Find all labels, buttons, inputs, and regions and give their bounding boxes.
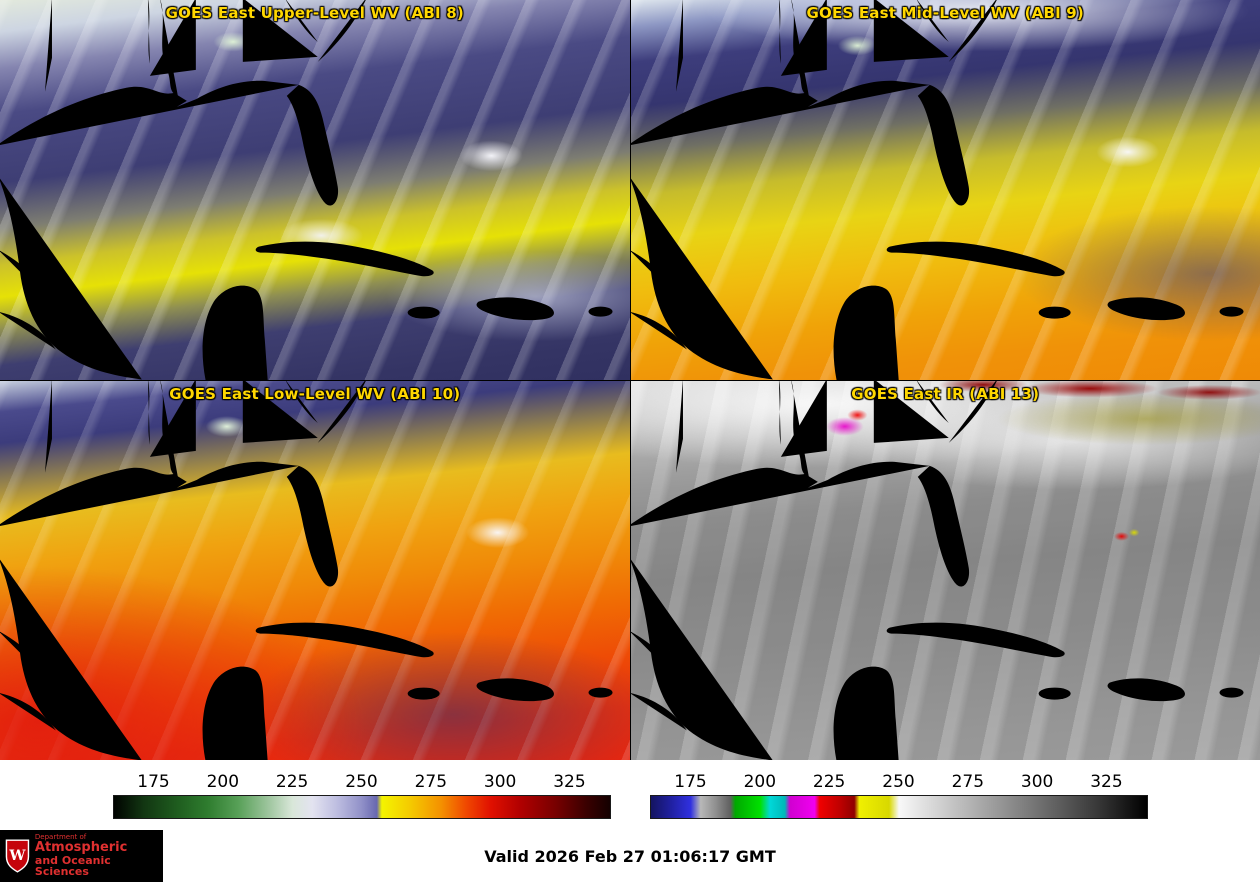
- wv-colorbar-ticks: 175 200 225 250 275 300 325: [113, 768, 611, 792]
- ir-colorbar-ticks: 175 200 225 250 275 300 325: [650, 768, 1148, 792]
- tick-label: 325: [1090, 772, 1123, 792]
- panel-title-abi13: GOES East IR (ABI 13): [851, 384, 1040, 403]
- wv-colorbar-group: 175 200 225 250 275 300 325: [112, 768, 611, 830]
- tick-label: 225: [812, 772, 846, 792]
- panel-title-abi8: GOES East Upper-Level WV (ABI 8): [165, 4, 464, 22]
- logo-line-dept: Department of: [34, 832, 87, 841]
- satellite-quad-view: GOES East Upper-Level WV (ABI 8) GOES Ea…: [0, 0, 1260, 760]
- tick-label: 175: [137, 772, 170, 792]
- tick-label: 200: [206, 772, 240, 792]
- tick-label: 250: [345, 772, 378, 792]
- ir-colorbar: [649, 795, 1148, 819]
- tick-label: 175: [674, 772, 707, 792]
- colorbar-row: 175 200 225 250 275 300 325 175 200 225 250 275 300…: [0, 760, 1260, 830]
- panel-upper-level-wv: GOES East Upper-Level WV (ABI 8): [0, 0, 630, 380]
- aos-logo-text: Department of Atmospheric and Oceanic Sc…: [34, 832, 163, 879]
- tick-label: 300: [1020, 772, 1054, 792]
- map-overlay: [630, 0, 1259, 380]
- panel-title-abi10: GOES East Low-Level WV (ABI 10): [169, 384, 461, 403]
- footer: W Department of Atmospheric and Oceanic …: [0, 830, 1260, 882]
- tick-label: 275: [951, 772, 985, 792]
- tick-label: 325: [553, 772, 586, 792]
- uw-crest-icon: W: [5, 839, 30, 873]
- svg-text:W: W: [8, 848, 26, 864]
- tick-label: 250: [882, 772, 915, 792]
- ir-colorbar-group: 175 200 225 250 275 300 325: [649, 768, 1148, 830]
- tick-label: 275: [414, 772, 448, 792]
- wv-colorbar: [112, 795, 611, 819]
- panel-mid-level-wv: GOES East Mid-Level WV (ABI 9): [630, 0, 1260, 380]
- aos-logo-block: W Department of Atmospheric and Oceanic …: [0, 830, 163, 882]
- logo-line-atmospheric: Atmospheric: [34, 840, 128, 856]
- tick-label: 225: [275, 772, 309, 792]
- valid-time-label: Valid 2026 Feb 27 01:06:17 GMT: [484, 846, 776, 866]
- map-overlay: [0, 380, 628, 760]
- tick-label: 300: [483, 772, 517, 792]
- map-overlay: [0, 0, 628, 380]
- panel-low-level-wv: GOES East Low-Level WV (ABI 10): [0, 380, 630, 760]
- panel-ir: GOES East IR (ABI 13): [630, 380, 1260, 760]
- panel-title-abi9: GOES East Mid-Level WV (ABI 9): [806, 4, 1084, 22]
- logo-line-oceanic: and Oceanic Sciences: [34, 853, 111, 879]
- tick-label: 200: [743, 772, 777, 792]
- map-overlay: [630, 380, 1259, 760]
